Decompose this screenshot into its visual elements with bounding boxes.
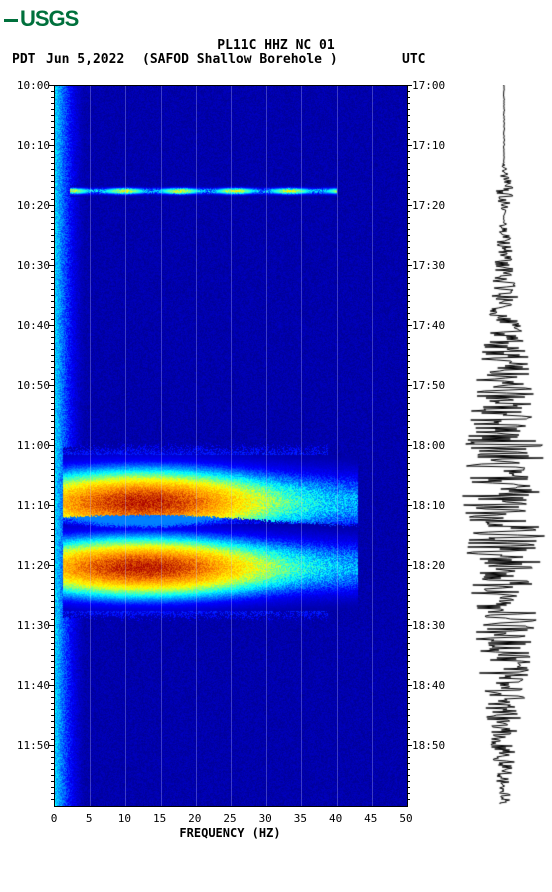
x-tick-label: 50 (399, 812, 412, 825)
gridline (337, 86, 338, 806)
y-left-label: 10:50 (8, 379, 50, 392)
y-right-label: 17:50 (412, 379, 445, 392)
y-left-label: 11:50 (8, 739, 50, 752)
gridline (161, 86, 162, 806)
x-tick-label: 35 (294, 812, 307, 825)
y-right-label: 18:00 (412, 439, 445, 452)
y-left-label: 10:40 (8, 319, 50, 332)
seismogram-canvas (460, 85, 548, 805)
seismogram-panel (460, 85, 548, 805)
x-tick-label: 30 (259, 812, 272, 825)
gridline (372, 86, 373, 806)
x-tick-label: 45 (364, 812, 377, 825)
spectrogram-plot (54, 85, 408, 807)
x-tick-label: 25 (223, 812, 236, 825)
y-right-label: 18:40 (412, 679, 445, 692)
y-left-label: 10:20 (8, 199, 50, 212)
x-tick-label: 15 (153, 812, 166, 825)
x-tick-label: 40 (329, 812, 342, 825)
y-left-label: 11:30 (8, 619, 50, 632)
header-station: (SAFOD Shallow Borehole ) (142, 52, 338, 67)
usgs-logo: USGS (4, 6, 78, 32)
gridline (231, 86, 232, 806)
logo-text: USGS (20, 6, 78, 31)
y-right-label: 18:30 (412, 619, 445, 632)
gridline (301, 86, 302, 806)
gridline (196, 86, 197, 806)
header-date: Jun 5,2022 (46, 52, 124, 67)
chart-title: PL11C HHZ NC 01 (0, 38, 552, 53)
y-left-label: 10:10 (8, 139, 50, 152)
y-right-label: 18:20 (412, 559, 445, 572)
x-tick-label: 5 (86, 812, 93, 825)
y-right-label: 18:50 (412, 739, 445, 752)
gridline (90, 86, 91, 806)
y-left-label: 11:20 (8, 559, 50, 572)
x-axis-title: FREQUENCY (HZ) (54, 826, 406, 840)
y-left-label: 11:10 (8, 499, 50, 512)
gridline (266, 86, 267, 806)
y-left-label: 10:30 (8, 259, 50, 272)
y-left-label: 11:40 (8, 679, 50, 692)
header-utc: UTC (402, 52, 425, 67)
gridline (125, 86, 126, 806)
x-tick-label: 20 (188, 812, 201, 825)
y-right-label: 17:30 (412, 259, 445, 272)
y-left-label: 10:00 (8, 79, 50, 92)
y-right-label: 17:00 (412, 79, 445, 92)
x-tick-label: 0 (51, 812, 58, 825)
y-right-label: 18:10 (412, 499, 445, 512)
y-right-label: 17:20 (412, 199, 445, 212)
y-right-label: 17:40 (412, 319, 445, 332)
header-pdt: PDT (12, 52, 35, 67)
x-tick-label: 10 (118, 812, 131, 825)
y-right-label: 17:10 (412, 139, 445, 152)
y-left-label: 11:00 (8, 439, 50, 452)
